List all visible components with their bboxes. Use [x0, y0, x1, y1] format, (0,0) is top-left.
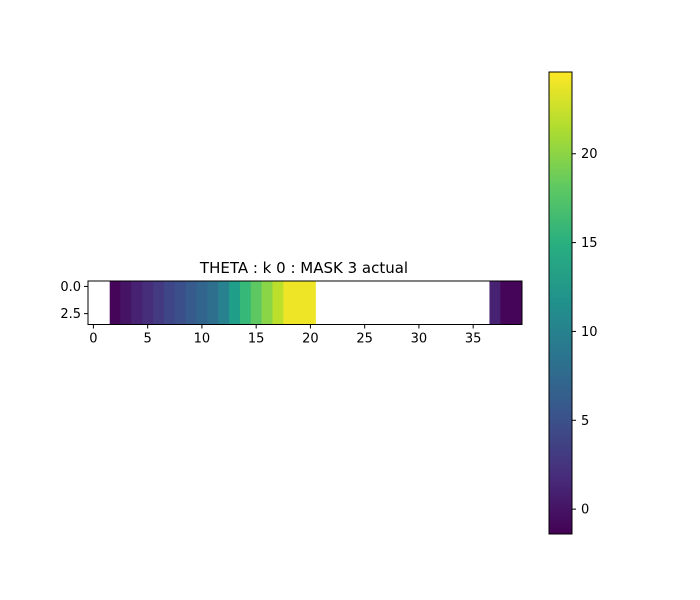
heatmap-cell	[283, 281, 295, 325]
heatmap-cell	[511, 281, 523, 325]
colorbar-tick-label: 20	[581, 147, 598, 162]
heatmap-cell	[446, 281, 458, 325]
colorbar-tick-label: 5	[581, 414, 589, 429]
heatmap-cell	[207, 281, 219, 325]
colorbar-tick-label: 10	[581, 325, 598, 340]
heatmap-cell	[305, 281, 317, 325]
colorbar-tick-label: 0	[581, 503, 589, 518]
heatmap-cell	[402, 281, 414, 325]
heatmap-cell	[185, 281, 197, 325]
heatmap-cells	[88, 281, 523, 325]
heatmap-cell	[272, 281, 284, 325]
heatmap-cell	[370, 281, 382, 325]
x-tick-label: 20	[302, 332, 319, 347]
heatmap-cell	[326, 281, 338, 325]
heatmap-cell	[478, 281, 490, 325]
heatmap-cell	[467, 281, 479, 325]
x-tick-label: 0	[89, 332, 97, 347]
heatmap-cell	[218, 281, 230, 325]
heatmap-cell	[456, 281, 469, 325]
x-tick-label: 35	[465, 332, 482, 347]
y-tick-label: 2.5	[60, 307, 81, 322]
heatmap-cell	[88, 281, 100, 325]
heatmap-cell	[239, 281, 252, 325]
heatmap-cell	[196, 281, 208, 325]
heatmap-cell	[424, 281, 436, 325]
heatmap-cell	[142, 281, 154, 325]
heatmap-cell	[261, 281, 273, 325]
heatmap-cell	[315, 281, 328, 325]
x-tick-label: 5	[144, 332, 152, 347]
colorbar-tick-label: 15	[581, 236, 598, 251]
x-tick-label: 30	[411, 332, 428, 347]
heatmap-cell	[348, 281, 360, 325]
heatmap-cell	[489, 281, 501, 325]
colorbar: 0 5 10 15 20	[548, 71, 598, 535]
heatmap-cell	[98, 281, 111, 325]
heatmap: 0 5 10 15 20 25 30 35 0.0 2.5	[60, 280, 523, 347]
heatmap-cell	[163, 281, 176, 325]
heatmap-cell	[391, 281, 404, 325]
x-axis: 0 5 10 15 20 25 30 35	[89, 324, 482, 347]
heatmap-cell	[174, 281, 187, 325]
x-tick-label: 10	[194, 332, 211, 347]
y-tick-label: 0.0	[60, 280, 81, 295]
heatmap-cell	[380, 281, 393, 325]
x-tick-label: 25	[356, 332, 373, 347]
colorbar-ticks: 0 5 10 15 20	[572, 147, 598, 518]
heatmap-cell	[359, 281, 371, 325]
heatmap-cell	[131, 281, 143, 325]
heatmap-cell	[109, 281, 121, 325]
y-axis: 0.0 2.5	[60, 280, 88, 322]
chart-title: THETA : k 0 : MASK 3 actual	[199, 259, 408, 277]
colorbar-gradient	[548, 71, 573, 535]
heatmap-cell	[294, 281, 306, 325]
heatmap-cell	[413, 281, 425, 325]
heatmap-cell	[120, 281, 132, 325]
heatmap-cell	[500, 281, 512, 325]
heatmap-cell	[229, 281, 241, 325]
heatmap-cell	[153, 281, 165, 325]
heatmap-cell	[337, 281, 349, 325]
x-tick-label: 15	[248, 332, 265, 347]
heatmap-cell	[435, 281, 447, 325]
heatmap-frame	[87, 280, 523, 325]
heatmap-cell	[250, 281, 262, 325]
